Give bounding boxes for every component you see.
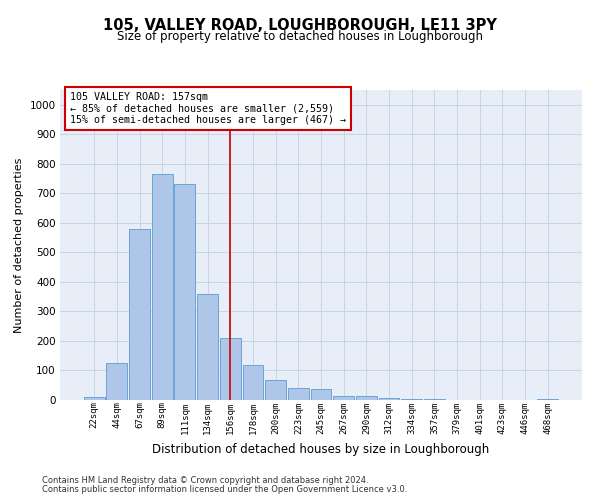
Text: 105 VALLEY ROAD: 157sqm
← 85% of detached houses are smaller (2,559)
15% of semi: 105 VALLEY ROAD: 157sqm ← 85% of detache… [70, 92, 346, 124]
Bar [379, 398, 400, 400]
Bar [152, 174, 173, 400]
Bar [311, 390, 331, 400]
Bar [242, 365, 263, 400]
Bar [220, 338, 241, 400]
Bar [106, 363, 127, 400]
Bar [333, 396, 354, 400]
Bar [197, 294, 218, 400]
Text: Contains HM Land Registry data © Crown copyright and database right 2024.: Contains HM Land Registry data © Crown c… [42, 476, 368, 485]
Bar [84, 397, 104, 400]
Bar [401, 399, 422, 400]
Text: Contains public sector information licensed under the Open Government Licence v3: Contains public sector information licen… [42, 485, 407, 494]
Bar [129, 230, 150, 400]
Bar [538, 398, 558, 400]
Bar [175, 184, 196, 400]
Bar [424, 399, 445, 400]
Text: Size of property relative to detached houses in Loughborough: Size of property relative to detached ho… [117, 30, 483, 43]
Bar [356, 396, 377, 400]
Bar [288, 388, 309, 400]
Bar [265, 380, 286, 400]
Text: 105, VALLEY ROAD, LOUGHBOROUGH, LE11 3PY: 105, VALLEY ROAD, LOUGHBOROUGH, LE11 3PY [103, 18, 497, 32]
Text: Distribution of detached houses by size in Loughborough: Distribution of detached houses by size … [152, 442, 490, 456]
Y-axis label: Number of detached properties: Number of detached properties [14, 158, 24, 332]
